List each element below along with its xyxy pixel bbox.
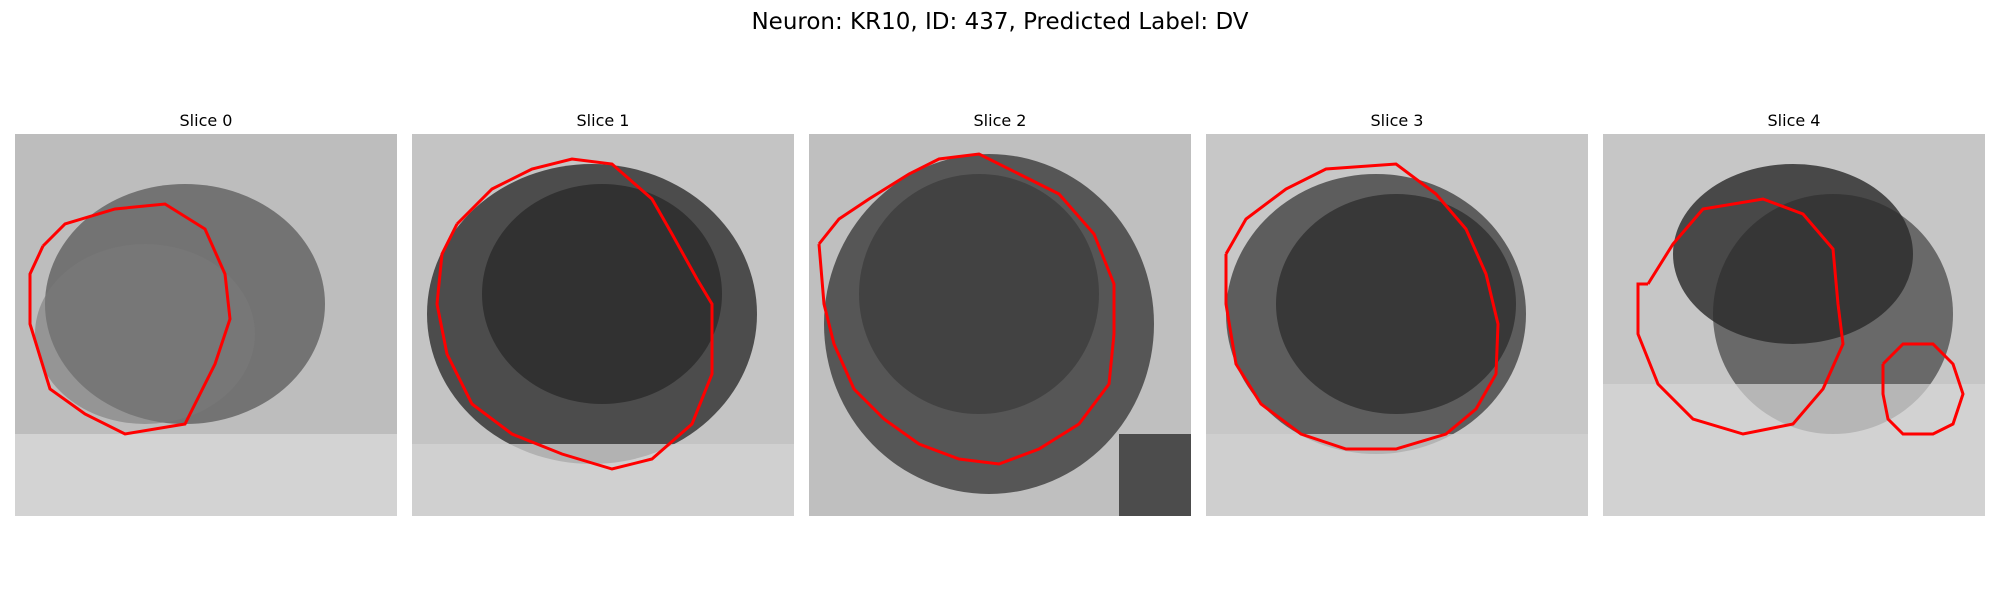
slice-image-4 [1603,134,1985,516]
contour-outline [1224,162,1500,451]
slice-title: Slice 2 [973,111,1027,130]
slice-image-3 [1206,134,1588,516]
contour-outline [817,152,1116,466]
contour-outline [1636,197,1845,436]
slice-title: Slice 4 [1767,111,1821,130]
slice-title: Slice 3 [1370,111,1424,130]
slice-image-2 [809,134,1191,516]
contour-outline [28,202,232,436]
slice-title: Slice 0 [179,111,233,130]
figure-title: Neuron: KR10, ID: 437, Predicted Label: … [751,9,1249,35]
slice-image-0 [15,134,397,516]
slice-title: Slice 1 [576,111,630,130]
slice-image-1 [412,134,794,516]
contour-outline [1881,342,1965,436]
contour-outline [435,157,714,471]
